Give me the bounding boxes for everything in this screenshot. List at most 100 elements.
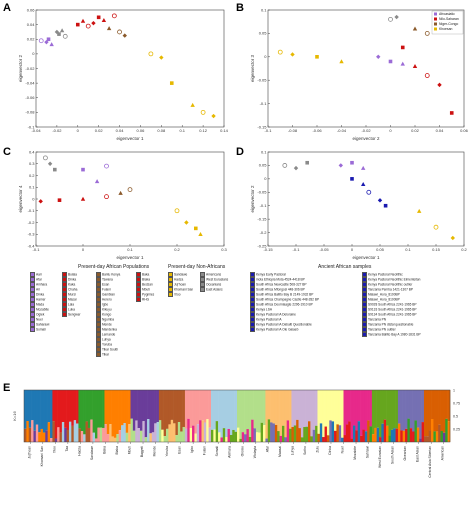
admixture-bar-segment	[173, 423, 176, 442]
population-label: Sahrawi	[366, 446, 370, 458]
admixture-bar-segment	[364, 390, 368, 432]
legend-c-title-african: Present-day African Populations	[78, 264, 150, 270]
legend-item: Tanzania PN distal questionable	[362, 322, 421, 327]
admixture-bar-segment	[208, 427, 212, 442]
admixture-bar-segment	[113, 437, 117, 442]
data-point	[104, 163, 109, 169]
admixture-bar-segment	[350, 438, 354, 442]
admixture-bar-segment	[35, 390, 39, 425]
legend-swatch	[136, 292, 141, 297]
legend-item: Tanzania Pemba 1421-1307 BP	[362, 287, 421, 292]
legend-swatch	[362, 297, 367, 302]
admixture-bar-segment	[416, 390, 420, 428]
admixture-bar-segment	[267, 390, 271, 420]
legend-swatch	[362, 287, 367, 292]
legend-label: Igbo	[102, 302, 109, 307]
y-tick-label: 0.06	[27, 8, 36, 12]
population-label: Yoruba	[165, 446, 169, 457]
data-point	[54, 29, 60, 35]
admixture-bar-segment	[298, 428, 302, 442]
legend-swatch	[96, 292, 101, 297]
legend-swatch	[168, 282, 173, 287]
admixture-bar-segment	[317, 433, 321, 442]
admixture-bar-segment	[68, 390, 72, 422]
admixture-bar-segment	[367, 390, 370, 421]
legend-swatch	[168, 272, 173, 277]
legend-item: Fulani	[96, 287, 120, 292]
x-axis-label: eigenvector 1	[116, 136, 144, 141]
data-point	[42, 155, 48, 161]
legend-label: Mozabite	[36, 307, 49, 312]
plot-frame	[23, 389, 451, 443]
legend-item: Esan	[96, 282, 120, 287]
y-tick-label: 0.3	[29, 161, 35, 166]
admixture-bar-segment	[123, 423, 127, 442]
legend-label: Sengwer	[68, 312, 81, 317]
legend-item: Oceanians	[200, 282, 228, 287]
panel-letter-c: C	[3, 146, 11, 158]
plot-frame	[35, 9, 225, 128]
admixture-bar-segment	[144, 437, 148, 442]
legend-item: Americans	[200, 272, 228, 277]
admixture-bar-segment	[28, 427, 32, 442]
legend-label: Bulala	[68, 272, 77, 277]
admixture-bar-segment	[111, 390, 115, 437]
legend-item: East Asians	[200, 287, 228, 292]
y-tick-label: -0.05	[257, 190, 267, 195]
legend-item: Kenya Pastoral IA Ole Gaiaeb	[250, 327, 319, 332]
admixture-bar-segment	[68, 421, 72, 442]
population-label: Luhya	[290, 446, 294, 455]
legend-label: South Africa Champagne Castle 448-282 BP	[256, 297, 320, 302]
admixture-bar-segment	[253, 390, 257, 429]
admixture-bar-segment	[40, 390, 44, 429]
data-point	[361, 182, 366, 187]
legend-item: Nuer	[30, 317, 49, 322]
x-axis-label: eigenvector 1	[352, 255, 380, 260]
population-label: Mende	[153, 446, 157, 456]
admixture-bar-segment	[397, 390, 401, 424]
admixture-bar-segment	[104, 390, 108, 425]
admixture-bar-segment	[234, 431, 238, 442]
admixture-bar-segment	[329, 390, 332, 421]
admixture-bar-segment	[305, 390, 309, 427]
y-tick-label: -0.3	[28, 232, 36, 237]
legend-swatch	[168, 292, 173, 297]
admixture-bar-segment	[192, 390, 195, 426]
y-tick-label: -0.1	[260, 101, 268, 106]
admixture-bar-segment	[329, 420, 332, 442]
y-axis-label: eigenvector 3	[250, 55, 255, 83]
legend-item: Malawi_Hora_8100BP	[362, 292, 421, 297]
admixture-bar-segment	[61, 422, 65, 442]
admixture-bar-segment	[293, 390, 297, 426]
data-point	[388, 59, 393, 64]
y-tick-label: 0.1	[261, 8, 267, 12]
admixture-bar-segment	[78, 428, 82, 442]
admixture-bar-segment	[426, 436, 429, 442]
plot-frame	[267, 9, 465, 128]
admixture-bar-segment	[395, 428, 399, 442]
admixture-bar-segment	[71, 425, 74, 442]
admixture-bar-segment	[213, 429, 216, 442]
population-label: !Xoo	[52, 446, 56, 453]
admixture-bar-segment	[42, 432, 46, 442]
admixture-bar-segment	[251, 419, 254, 442]
data-point	[290, 52, 295, 57]
admixture-bar-segment	[139, 430, 143, 442]
admixture-bar-segment	[319, 390, 323, 424]
admixture-bar-segment	[421, 422, 425, 442]
legend-label: Baka	[142, 272, 150, 277]
admixture-bar-segment	[135, 420, 138, 442]
legend-swatch	[96, 302, 101, 307]
population-label: Sandawe	[90, 446, 94, 460]
admixture-bar-segment	[130, 418, 134, 442]
legend-item: Herero	[96, 297, 120, 302]
admixture-bar-segment	[42, 390, 46, 433]
admixture-bar-segment	[286, 390, 290, 421]
admixture-bar-segment	[38, 432, 41, 442]
legend-label: S9133 South Africa 2241-1965 BP	[368, 307, 417, 312]
admixture-bar-segment	[47, 390, 51, 423]
data-point	[394, 14, 399, 20]
data-point	[400, 45, 405, 50]
population-label: Maasai	[278, 446, 282, 457]
data-point	[57, 32, 61, 36]
